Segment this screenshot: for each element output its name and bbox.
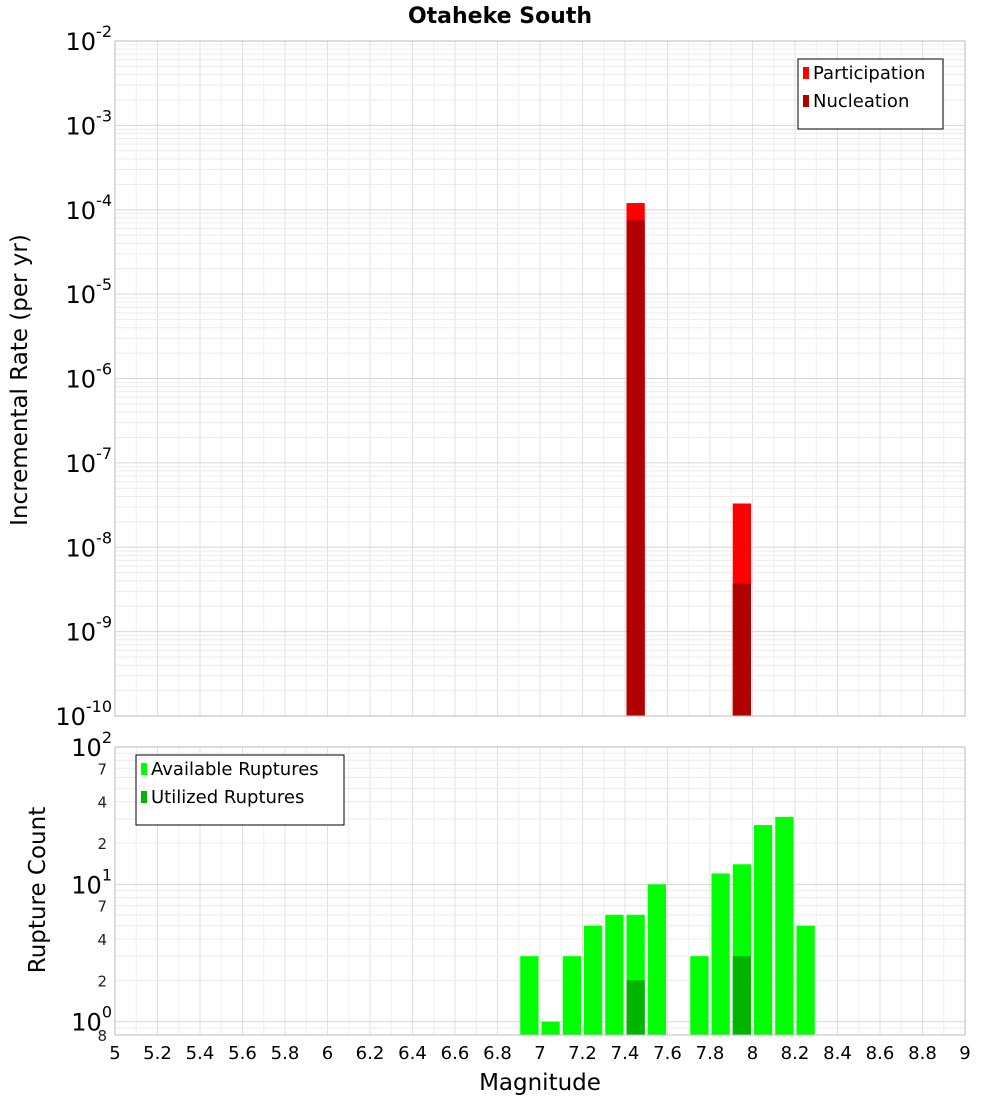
rate-plot: 10-10 10-9 10-8 10-7 10-6 10-5 10-4 10-3 10-2 Par… xyxy=(55,22,966,731)
count-x-tick-label: 6.6 xyxy=(441,1043,470,1064)
rate-y-tick-label: 10-6 xyxy=(66,360,113,394)
rate-y-tick-label: 10-7 xyxy=(66,444,113,478)
count-bar xyxy=(626,980,645,1035)
count-x-tick-label: 6 xyxy=(322,1043,333,1064)
count-y-minor-tick-label: 8 xyxy=(97,1027,107,1045)
rate-legend-swatch xyxy=(803,95,809,107)
count-x-tick-label: 7.4 xyxy=(611,1043,640,1064)
count-legend-box xyxy=(135,754,345,826)
count-bar xyxy=(775,816,794,1035)
rate-legend: Participation Nucleation xyxy=(797,58,944,130)
count-bar xyxy=(520,956,539,1035)
rate-bar xyxy=(626,220,645,717)
count-legend-label: Available Ruptures xyxy=(151,759,319,780)
count-x-tick-label: 5.6 xyxy=(228,1043,257,1064)
count-y-minor-tick-label: 2 xyxy=(97,972,107,990)
rate-y-tick-label: 10-8 xyxy=(66,528,113,562)
count-bar xyxy=(711,873,730,1035)
rate-legend-swatch xyxy=(803,67,809,79)
count-y-minor-tick-label: 4 xyxy=(97,931,107,949)
count-x-tick-label: 8 xyxy=(747,1043,758,1064)
count-y-minor-tick-label: 2 xyxy=(97,835,107,853)
rupture-count-plot: 100 101 102 8 2 4 7 2 4 7 5 5.2 5.4 5.6 5.8 6 6.2 6.4 6.6 6… xyxy=(71,728,970,1064)
count-y-minor-tick-label: 4 xyxy=(97,794,107,812)
rate-y-tick-label: 10-9 xyxy=(66,613,113,647)
count-bar xyxy=(754,825,773,1035)
count-series-0 xyxy=(520,816,815,1035)
count-legend-swatch xyxy=(141,763,147,775)
count-bar xyxy=(690,956,709,1035)
count-legend-label: Utilized Ruptures xyxy=(151,787,304,808)
rate-y-tick-label: 10-5 xyxy=(66,275,113,309)
rate-grid xyxy=(114,41,966,717)
count-x-tick-label: 6.4 xyxy=(398,1043,427,1064)
count-series-1 xyxy=(626,956,751,1035)
count-bar xyxy=(647,884,666,1035)
rate-y-tick-label: 10-3 xyxy=(66,106,113,140)
count-x-tick-label: 7.8 xyxy=(696,1043,725,1064)
count-x-tick-label: 5 xyxy=(109,1043,120,1064)
rate-y-tick-label: 10-4 xyxy=(66,191,113,225)
count-plot-frame xyxy=(114,746,966,1036)
count-y-minor-tick-label: 7 xyxy=(97,898,107,916)
count-x-tick-label: 9 xyxy=(959,1043,970,1064)
x-axis-label: Magnitude xyxy=(479,1070,601,1096)
count-bar xyxy=(584,925,603,1035)
count-y-tick-label: 102 xyxy=(71,728,112,762)
count-y-tick-label: 100 xyxy=(71,1003,112,1037)
count-y-tick-label: 101 xyxy=(71,865,112,899)
count-x-tick-label: 7.2 xyxy=(568,1043,597,1064)
count-x-tick-label: 8.4 xyxy=(823,1043,852,1064)
rate-legend-box xyxy=(797,58,944,130)
rate-y-axis-label: Incremental Rate (per yr) xyxy=(7,234,33,526)
count-x-tick-label: 5.2 xyxy=(143,1043,172,1064)
count-x-tick-label: 5.8 xyxy=(271,1043,300,1064)
rate-legend-label: Nucleation xyxy=(813,91,909,112)
count-x-tick-label: 8.2 xyxy=(781,1043,810,1064)
rate-bar xyxy=(732,583,751,716)
count-legend: Available Ruptures Utilized Ruptures xyxy=(135,754,345,826)
rate-y-tick-label: 10-10 xyxy=(55,697,112,731)
count-bar xyxy=(562,956,581,1035)
count-bar xyxy=(605,914,624,1035)
count-x-tick-label: 5.4 xyxy=(186,1043,215,1064)
count-y-minor-tick-label: 7 xyxy=(97,760,107,778)
rate-plot-frame xyxy=(114,40,966,717)
count-x-tick-label: 8.6 xyxy=(866,1043,895,1064)
count-y-axis-label: Rupture Count xyxy=(25,807,51,973)
count-bar xyxy=(541,1021,560,1035)
chart-title: Otaheke South xyxy=(408,4,592,29)
count-legend-swatch xyxy=(141,791,147,803)
count-bar xyxy=(732,956,751,1035)
rate-y-tick-label: 10-2 xyxy=(66,22,113,56)
count-x-tick-label: 7 xyxy=(534,1043,545,1064)
rate-legend-label: Participation xyxy=(813,63,925,84)
count-x-tick-label: 8.8 xyxy=(908,1043,937,1064)
count-x-tick-label: 6.2 xyxy=(356,1043,385,1064)
count-x-tick-label: 7.6 xyxy=(653,1043,682,1064)
count-bar xyxy=(796,925,815,1035)
count-x-tick-label: 6.8 xyxy=(483,1043,512,1064)
rate-series-1 xyxy=(626,220,751,717)
